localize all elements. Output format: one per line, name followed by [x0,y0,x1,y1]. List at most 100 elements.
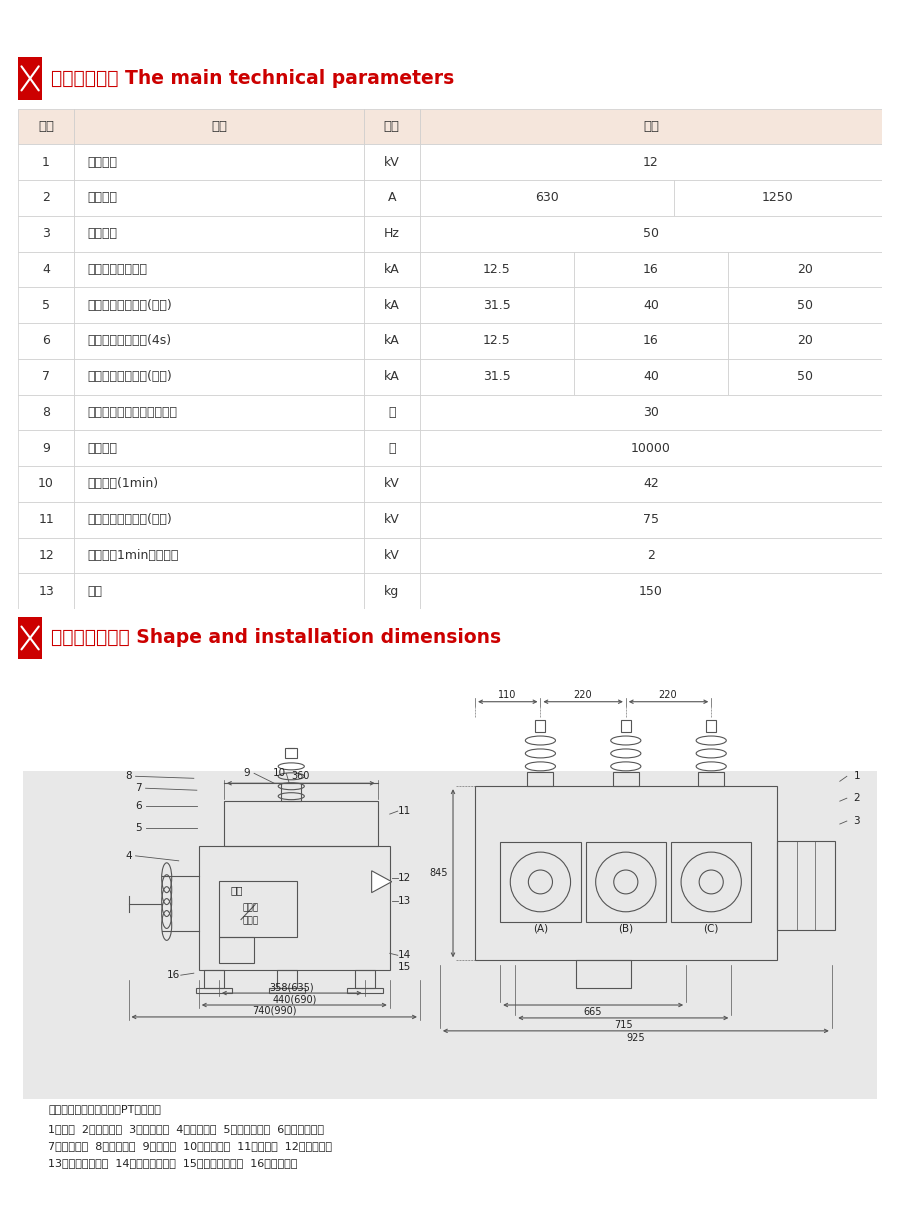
Bar [74,323,364,359]
Text: 9: 9 [244,768,250,778]
Bar [18,145,74,180]
Text: 3: 3 [42,227,50,240]
Bar [728,359,882,394]
Text: 665: 665 [583,1007,602,1017]
Bar [18,573,74,609]
Bar [346,988,382,993]
Text: 440(690): 440(690) [272,994,317,1005]
Bar [364,359,419,394]
Bar [18,538,74,573]
Bar [364,252,419,287]
Text: 额定短路开断电流: 额定短路开断电流 [87,263,147,276]
Bar [18,287,74,323]
Bar [364,466,419,502]
Bar [419,323,574,359]
Bar [74,431,364,466]
Text: 次: 次 [388,441,395,455]
Text: 11: 11 [38,514,54,526]
Text: 31.5: 31.5 [483,299,510,311]
Text: 5: 5 [42,299,50,311]
Text: 项目: 项目 [211,119,227,133]
Text: 10000: 10000 [631,441,670,455]
Text: 未储能: 未储能 [242,917,258,925]
Text: 额定电压: 额定电压 [87,156,117,169]
Bar [728,252,882,287]
Bar [74,145,364,180]
Bar [74,502,364,538]
Text: 12.5: 12.5 [483,263,510,276]
Bar [18,323,74,359]
Text: 6: 6 [42,334,50,347]
Text: 40: 40 [643,370,659,384]
Bar [419,216,882,252]
Text: 7、分合指针  8、储能指针  9、绝缘筒  10、接线端子  11、后盖板  12、储能摇柄: 7、分合指针 8、储能指针 9、绝缘筒 10、接线端子 11、后盖板 12、储能… [48,1141,332,1152]
Bar [419,394,882,431]
Bar [621,720,631,732]
Bar [74,109,364,145]
Text: 13: 13 [38,585,54,598]
Text: 已储能: 已储能 [242,903,258,912]
Bar [74,287,364,323]
Text: (A): (A) [533,924,548,933]
Bar [364,394,419,431]
Text: 额定短时耐受电流(4s): 额定短时耐受电流(4s) [87,334,171,347]
Bar [419,180,674,216]
Text: 31.5: 31.5 [483,370,510,384]
Bar [74,180,364,216]
Bar [576,960,631,988]
Bar [18,252,74,287]
Bar [574,359,728,394]
Bar [475,786,777,960]
Text: 1: 1 [42,156,50,169]
Bar [364,538,419,573]
Bar [277,970,297,988]
Bar [196,988,232,993]
Bar [586,842,666,921]
Polygon shape [372,871,392,892]
Bar [574,287,728,323]
Text: 220: 220 [659,690,678,699]
Bar [500,842,580,921]
Text: kA: kA [383,334,400,347]
Bar [527,772,554,786]
Text: 5: 5 [135,822,142,833]
Text: (C): (C) [704,924,719,933]
Text: 二次回路1min工频耐压: 二次回路1min工频耐压 [87,549,178,562]
Bar [536,720,545,732]
Text: 110: 110 [498,690,517,699]
Text: 分合: 分合 [230,885,243,896]
FancyBboxPatch shape [18,617,42,658]
Bar [74,216,364,252]
Bar [674,180,882,216]
Bar [574,323,728,359]
Text: 12: 12 [398,873,411,883]
Text: 11: 11 [398,806,411,816]
Bar [74,252,364,287]
Text: 7: 7 [135,783,142,794]
Bar [74,359,364,394]
Text: 8: 8 [42,406,50,418]
Text: 10: 10 [273,768,286,778]
Text: 50: 50 [797,299,813,311]
Text: kA: kA [383,299,400,311]
Text: 序号: 序号 [38,119,54,133]
Text: 16: 16 [643,263,659,276]
Text: 630: 630 [535,192,559,204]
Text: 13: 13 [398,896,411,906]
Text: 额定频率: 额定频率 [87,227,117,240]
Bar [419,252,574,287]
Text: kA: kA [383,263,400,276]
Bar [364,216,419,252]
Bar [777,841,835,931]
Text: 额定峰值耐受电流(峰值): 额定峰值耐受电流(峰值) [87,299,172,311]
Bar [419,538,882,573]
Text: 40: 40 [643,299,659,311]
Text: 925: 925 [626,1032,645,1043]
Bar [355,970,374,988]
Text: 雷电冲击耐受电压(峰值): 雷电冲击耐受电压(峰值) [87,514,172,526]
Text: 12.5: 12.5 [483,334,510,347]
Bar [574,252,728,287]
Bar [419,431,882,466]
Bar [419,502,882,538]
Bar [204,970,224,988]
